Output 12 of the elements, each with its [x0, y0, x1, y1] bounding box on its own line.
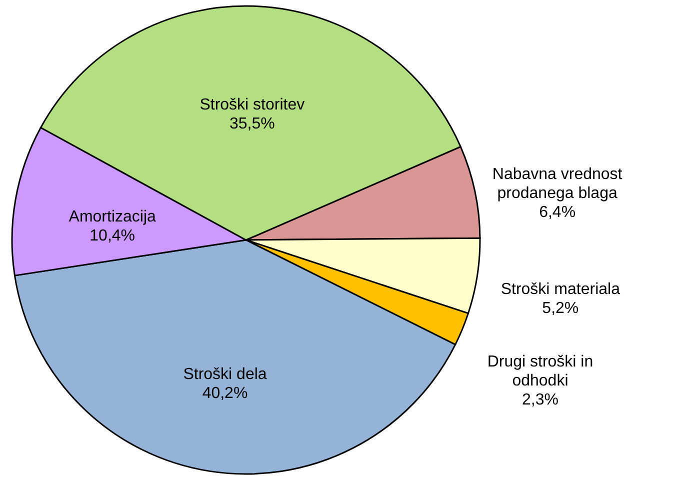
slice-label: Stroški materiala [500, 281, 620, 298]
data-label: 35,5% [229, 115, 275, 132]
slice-label: Stroški dela [183, 366, 267, 384]
slice-label: Amortizacija [68, 208, 156, 226]
data-label: 40,2% [202, 385, 248, 402]
data-label: 2,3% [522, 391, 558, 408]
data-label: 6,4% [539, 204, 576, 221]
data-label: 5,2% [542, 300, 579, 318]
data-label: 10,4% [90, 227, 136, 244]
slice-label: Stroški storitev [200, 96, 305, 114]
slice-label: Drugi stroški in odhodki [487, 353, 594, 390]
slice-label: Nabavna vrednost prodanega blaga [492, 166, 623, 202]
